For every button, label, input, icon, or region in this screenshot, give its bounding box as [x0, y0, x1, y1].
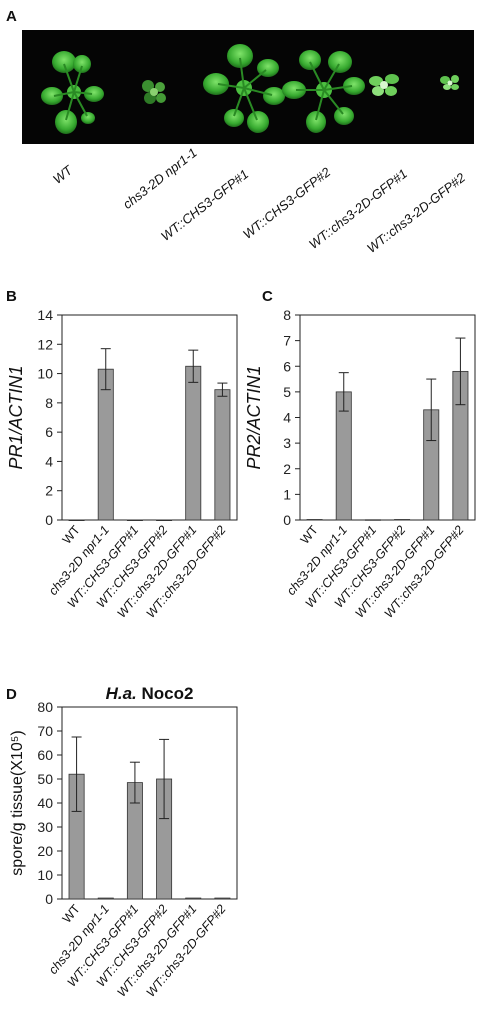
y-tick-label: 0: [283, 512, 291, 528]
y-tick-label: 40: [37, 795, 53, 811]
y-tick-label: 20: [37, 843, 53, 859]
bar: [126, 519, 143, 522]
plant-chs3-gfp-2: [282, 50, 365, 133]
panel-letter-d: D: [6, 686, 17, 703]
y-axis-label: spore/g tissue(X10⁵): [9, 730, 26, 875]
photo-label-1: chs3-2D npr1-1: [120, 144, 200, 212]
y-tick-label: 10: [37, 366, 53, 382]
y-tick-label: 50: [37, 771, 53, 787]
y-tick-label: 12: [37, 336, 53, 352]
chart-d: 0 10 20 30 40 50 60 70 80 WT chs3-2D npr1-1 WT::CHS…: [0, 684, 260, 1020]
plant-photo-drawing: [41, 44, 459, 134]
plot-frame: [61, 314, 238, 521]
bar: [306, 519, 323, 521]
bar: [214, 389, 231, 521]
y-tick-label: 4: [283, 410, 291, 426]
y-tick-label: 0: [45, 512, 53, 528]
y-tick-label: 80: [37, 699, 53, 715]
y-tick-label: 8: [283, 307, 291, 323]
chart-title: H.a. Noco2: [106, 684, 194, 703]
bar: [394, 519, 411, 521]
panel-letter-a: A: [6, 8, 17, 25]
y-tick-label: 4: [45, 453, 53, 469]
plant-chs3-2d-npr1-1: [142, 80, 166, 104]
y-tick-label: 6: [45, 424, 53, 440]
panel-letter-c: C: [262, 288, 273, 305]
plant-wt: [41, 51, 104, 134]
y-tick-label: 8: [45, 395, 53, 411]
bar: [97, 368, 114, 521]
y-tick-label: 70: [37, 723, 53, 739]
plant-chs3-2d-gfp-2: [440, 75, 459, 90]
plot-frame: [299, 314, 476, 521]
y-tick-label: 7: [283, 333, 291, 349]
y-tick-label: 5: [283, 384, 291, 400]
chart-c: 0 1 2 3 4 5 6 7 8 WT chs3-2D npr1-1 WT::CHS3-GFP#1 W…: [244, 300, 490, 680]
y-tick-label: 2: [283, 461, 291, 477]
y-tick-label: 1: [283, 486, 291, 502]
y-tick-label: 6: [283, 358, 291, 374]
bar: [214, 897, 231, 900]
panel-letter-b: B: [6, 288, 17, 305]
bar: [68, 519, 85, 522]
y-tick-label: 14: [37, 307, 53, 323]
category-label: WT: [60, 902, 83, 926]
y-tick-label: 60: [37, 747, 53, 763]
bar: [364, 519, 381, 521]
plant-chs3-2d-gfp-1: [369, 74, 399, 96]
chart-title-rest: Noco2: [137, 684, 194, 703]
chart-title-italic: H.a.: [106, 684, 137, 703]
y-tick-label: 0: [45, 891, 53, 907]
category-label: WT: [298, 523, 321, 547]
y-tick-label: 2: [45, 483, 53, 499]
y-tick-label: 3: [283, 435, 291, 451]
bar: [185, 365, 202, 521]
bar: [97, 897, 114, 900]
y-axis-label: PR2/ACTIN1: [244, 365, 264, 469]
plant-chs3-gfp-1: [203, 44, 285, 133]
plant-photo: [22, 30, 474, 144]
y-tick-label: 10: [37, 867, 53, 883]
photo-label-0: WT: [50, 162, 76, 187]
y-axis-label: PR1/ACTIN1: [6, 365, 26, 469]
bar: [156, 519, 173, 522]
category-label: WT: [60, 523, 83, 547]
bar: [185, 897, 202, 900]
plot-frame: [61, 706, 238, 900]
y-tick-label: 30: [37, 819, 53, 835]
chart-b: 0 2 4 6 8 10 12 14 WT chs3-2D npr1-1 WT::CHS3-GFP#…: [0, 300, 250, 680]
